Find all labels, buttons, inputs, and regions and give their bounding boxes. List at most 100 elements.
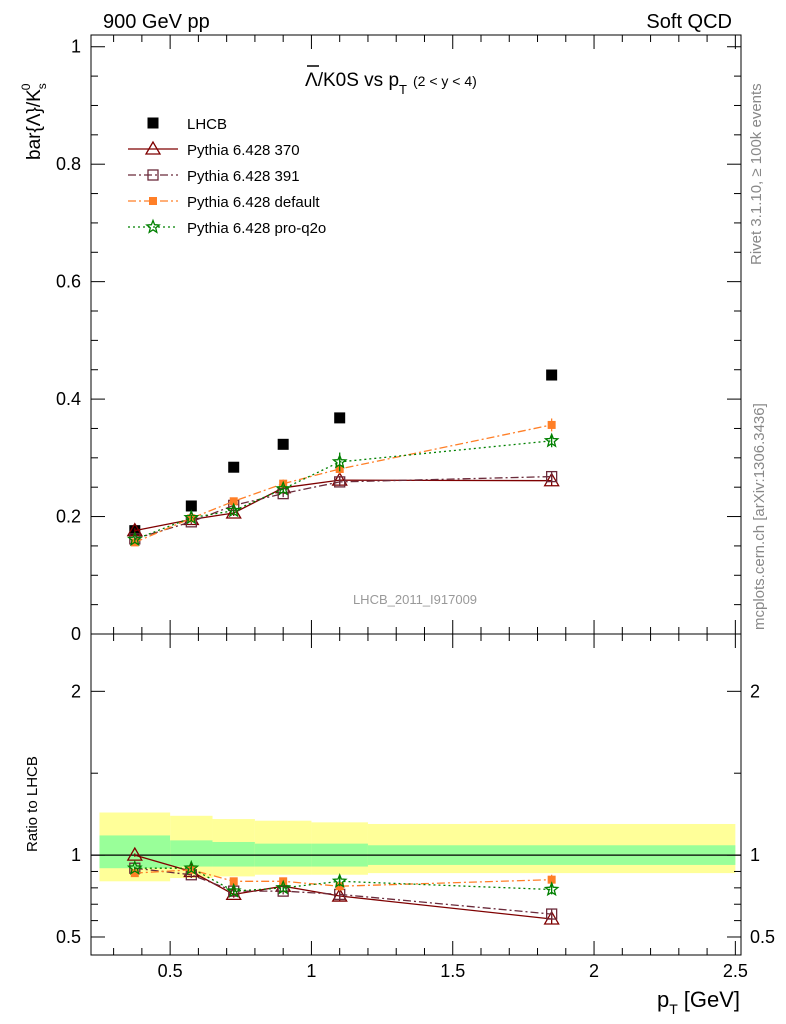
data-point-lhcb xyxy=(185,500,197,512)
data-point-p370 xyxy=(225,504,242,519)
main-ytick-label: 0 xyxy=(71,624,81,644)
legend-symbol-p391 xyxy=(147,169,159,181)
series-line-p391 xyxy=(134,475,552,540)
main-ytick-label: 0.4 xyxy=(56,389,81,409)
data-point-lhcb xyxy=(228,461,240,473)
ratio-point-pq2o xyxy=(543,881,560,897)
svg-text:Λ/K0S vs pT(2 < y < 4): Λ/K0S vs pT (2 < y < 4) xyxy=(305,70,477,97)
ratio-axis: 0.5 0.5 1 1 2 2 0.5 1 1.5 2 2.5 xyxy=(56,634,775,981)
title-bar-char: Λ xyxy=(305,70,318,91)
main-ytick-label: 0.2 xyxy=(56,507,81,527)
data-point-p370 xyxy=(126,522,143,537)
chart-title: Λ/K0S vs pT (2 < y < 4) xyxy=(305,65,477,97)
legend-symbol-p370 xyxy=(144,140,162,155)
main-ytick-label: 0.8 xyxy=(56,154,81,174)
ratio-line-pdefault xyxy=(134,869,552,887)
legend-symbol-pq2o xyxy=(145,218,161,234)
main-series xyxy=(126,369,560,547)
rivet-label: Rivet 3.1.10, ≥ 100k events xyxy=(748,83,765,265)
data-point-lhcb xyxy=(334,412,346,424)
legend-marker-pythia-391 xyxy=(128,169,178,181)
ratio-xlabel: pT [GeV] xyxy=(657,987,740,1017)
data-point-pq2o xyxy=(331,453,348,469)
main-axis: 0 0.2 0.4 0.6 0.8 1 xyxy=(56,35,741,644)
ratio-bands xyxy=(91,812,741,882)
legend-item-pythia-370: Pythia 6.428 370 xyxy=(128,140,300,159)
ratio-line-pq2o xyxy=(134,867,552,892)
main-panel: LHCB_2011_I917009 Λ/K0S vs pT (2 < y < 4)… xyxy=(19,34,742,644)
ratio-point-pdefault xyxy=(130,869,139,878)
main-ylabel-sub: s xyxy=(35,83,49,89)
data-point-lhcb xyxy=(546,369,558,381)
ratio-ytick-label-right: 0.5 xyxy=(750,927,775,947)
data-point-pq2o xyxy=(126,531,143,547)
ratio-ylabel: Ratio to LHCB xyxy=(24,756,41,852)
data-point-pq2o xyxy=(183,509,200,525)
data-point-pq2o xyxy=(225,502,242,518)
ratio-xlabel-sub: T xyxy=(669,1001,678,1017)
data-point-pq2o xyxy=(543,432,560,448)
title-range: (2 < y < 4) xyxy=(413,73,477,89)
ratio-xtick-label: 1 xyxy=(306,961,316,981)
legend-item-lhcb: LHCB xyxy=(147,116,227,133)
ratio-point-pq2o xyxy=(225,882,242,898)
ratio-xlabel-p: p xyxy=(657,987,669,1012)
legend-label-pythia-pro-q2o: Pythia 6.428 pro-q2o xyxy=(187,220,326,237)
legend-label-pythia-370: Pythia 6.428 370 xyxy=(187,142,300,159)
legend-item-pythia-pro-q2o: Pythia 6.428 pro-q2o xyxy=(128,218,326,237)
watermark: LHCB_2011_I917009 xyxy=(353,592,477,607)
legend-marker-pythia-370 xyxy=(128,140,178,155)
legend-marker-pythia-pro-q2o xyxy=(128,218,178,234)
legend-marker-lhcb xyxy=(147,117,159,129)
ratio-xlabel-unit: [GeV] xyxy=(684,987,740,1012)
band-inner xyxy=(212,841,255,867)
data-point-pq2o xyxy=(275,480,292,496)
ratio-point-p391 xyxy=(546,908,558,920)
main-ytick-label: 1 xyxy=(71,37,81,57)
legend-item-pythia-default: Pythia 6.428 default xyxy=(128,194,320,211)
main-ylabel: bar{Λ}/Ks0 xyxy=(19,83,49,160)
ratio-point-pq2o xyxy=(183,859,200,875)
mcplots-label: mcplots.cern.ch [arXiv:1306.3436] xyxy=(751,403,768,630)
ratio-ytick-label: 1 xyxy=(71,845,81,865)
series-line-pq2o xyxy=(134,440,552,541)
data-point-lhcb xyxy=(277,438,289,450)
ratio-point-pq2o xyxy=(126,859,143,875)
ratio-ytick-label: 2 xyxy=(71,681,81,701)
ratio-xtick-label: 2.5 xyxy=(723,961,748,981)
series-line-pdefault xyxy=(134,424,552,543)
ratio-xtick-label: 0.5 xyxy=(158,961,183,981)
ratio-ytick-label-right: 1 xyxy=(750,845,760,865)
legend-label-pythia-default: Pythia 6.428 default xyxy=(187,194,320,211)
header-right: Soft QCD xyxy=(646,11,732,33)
main-ylabel-sup: 0 xyxy=(19,83,33,90)
legend-symbol-pdefault xyxy=(149,197,157,205)
title-sub: T xyxy=(399,82,407,97)
data-point-pdefault xyxy=(229,497,238,506)
legend-symbol-lhcb xyxy=(147,117,159,129)
ratio-line-p391 xyxy=(134,867,552,915)
legend: LHCB Pythia 6.428 370 Pythia 6.428 391 P… xyxy=(128,116,326,237)
ratio-series xyxy=(126,846,560,925)
legend-label-lhcb: LHCB xyxy=(187,116,227,133)
ratio-panel: 0.5 0.5 1 1 2 2 0.5 1 1.5 2 2.5 Ratio to LHCB pT [G… xyxy=(24,633,775,1017)
data-point-p391 xyxy=(334,476,346,488)
ratio-line-p370 xyxy=(134,854,552,920)
header-left: 900 GeV pp xyxy=(103,11,210,33)
legend-label-pythia-391: Pythia 6.428 391 xyxy=(187,168,300,185)
ratio-ytick-label: 0.5 xyxy=(56,927,81,947)
ratio-point-pdefault xyxy=(547,875,556,884)
ratio-point-pdefault xyxy=(229,877,238,886)
ratio-point-p370 xyxy=(543,910,560,925)
ratio-point-pq2o xyxy=(331,873,348,889)
ratio-point-pq2o xyxy=(275,879,292,895)
main-ytick-label: 0.6 xyxy=(56,272,81,292)
legend-item-pythia-391: Pythia 6.428 391 xyxy=(128,168,300,185)
main-ylabel-text: bar{Λ}/K xyxy=(24,89,45,160)
title-rest: /K0S vs p xyxy=(318,70,399,91)
ratio-xtick-label: 1.5 xyxy=(440,961,465,981)
legend-marker-pythia-default xyxy=(128,197,178,205)
data-point-pdefault xyxy=(547,420,556,429)
data-point-p391 xyxy=(546,470,558,483)
